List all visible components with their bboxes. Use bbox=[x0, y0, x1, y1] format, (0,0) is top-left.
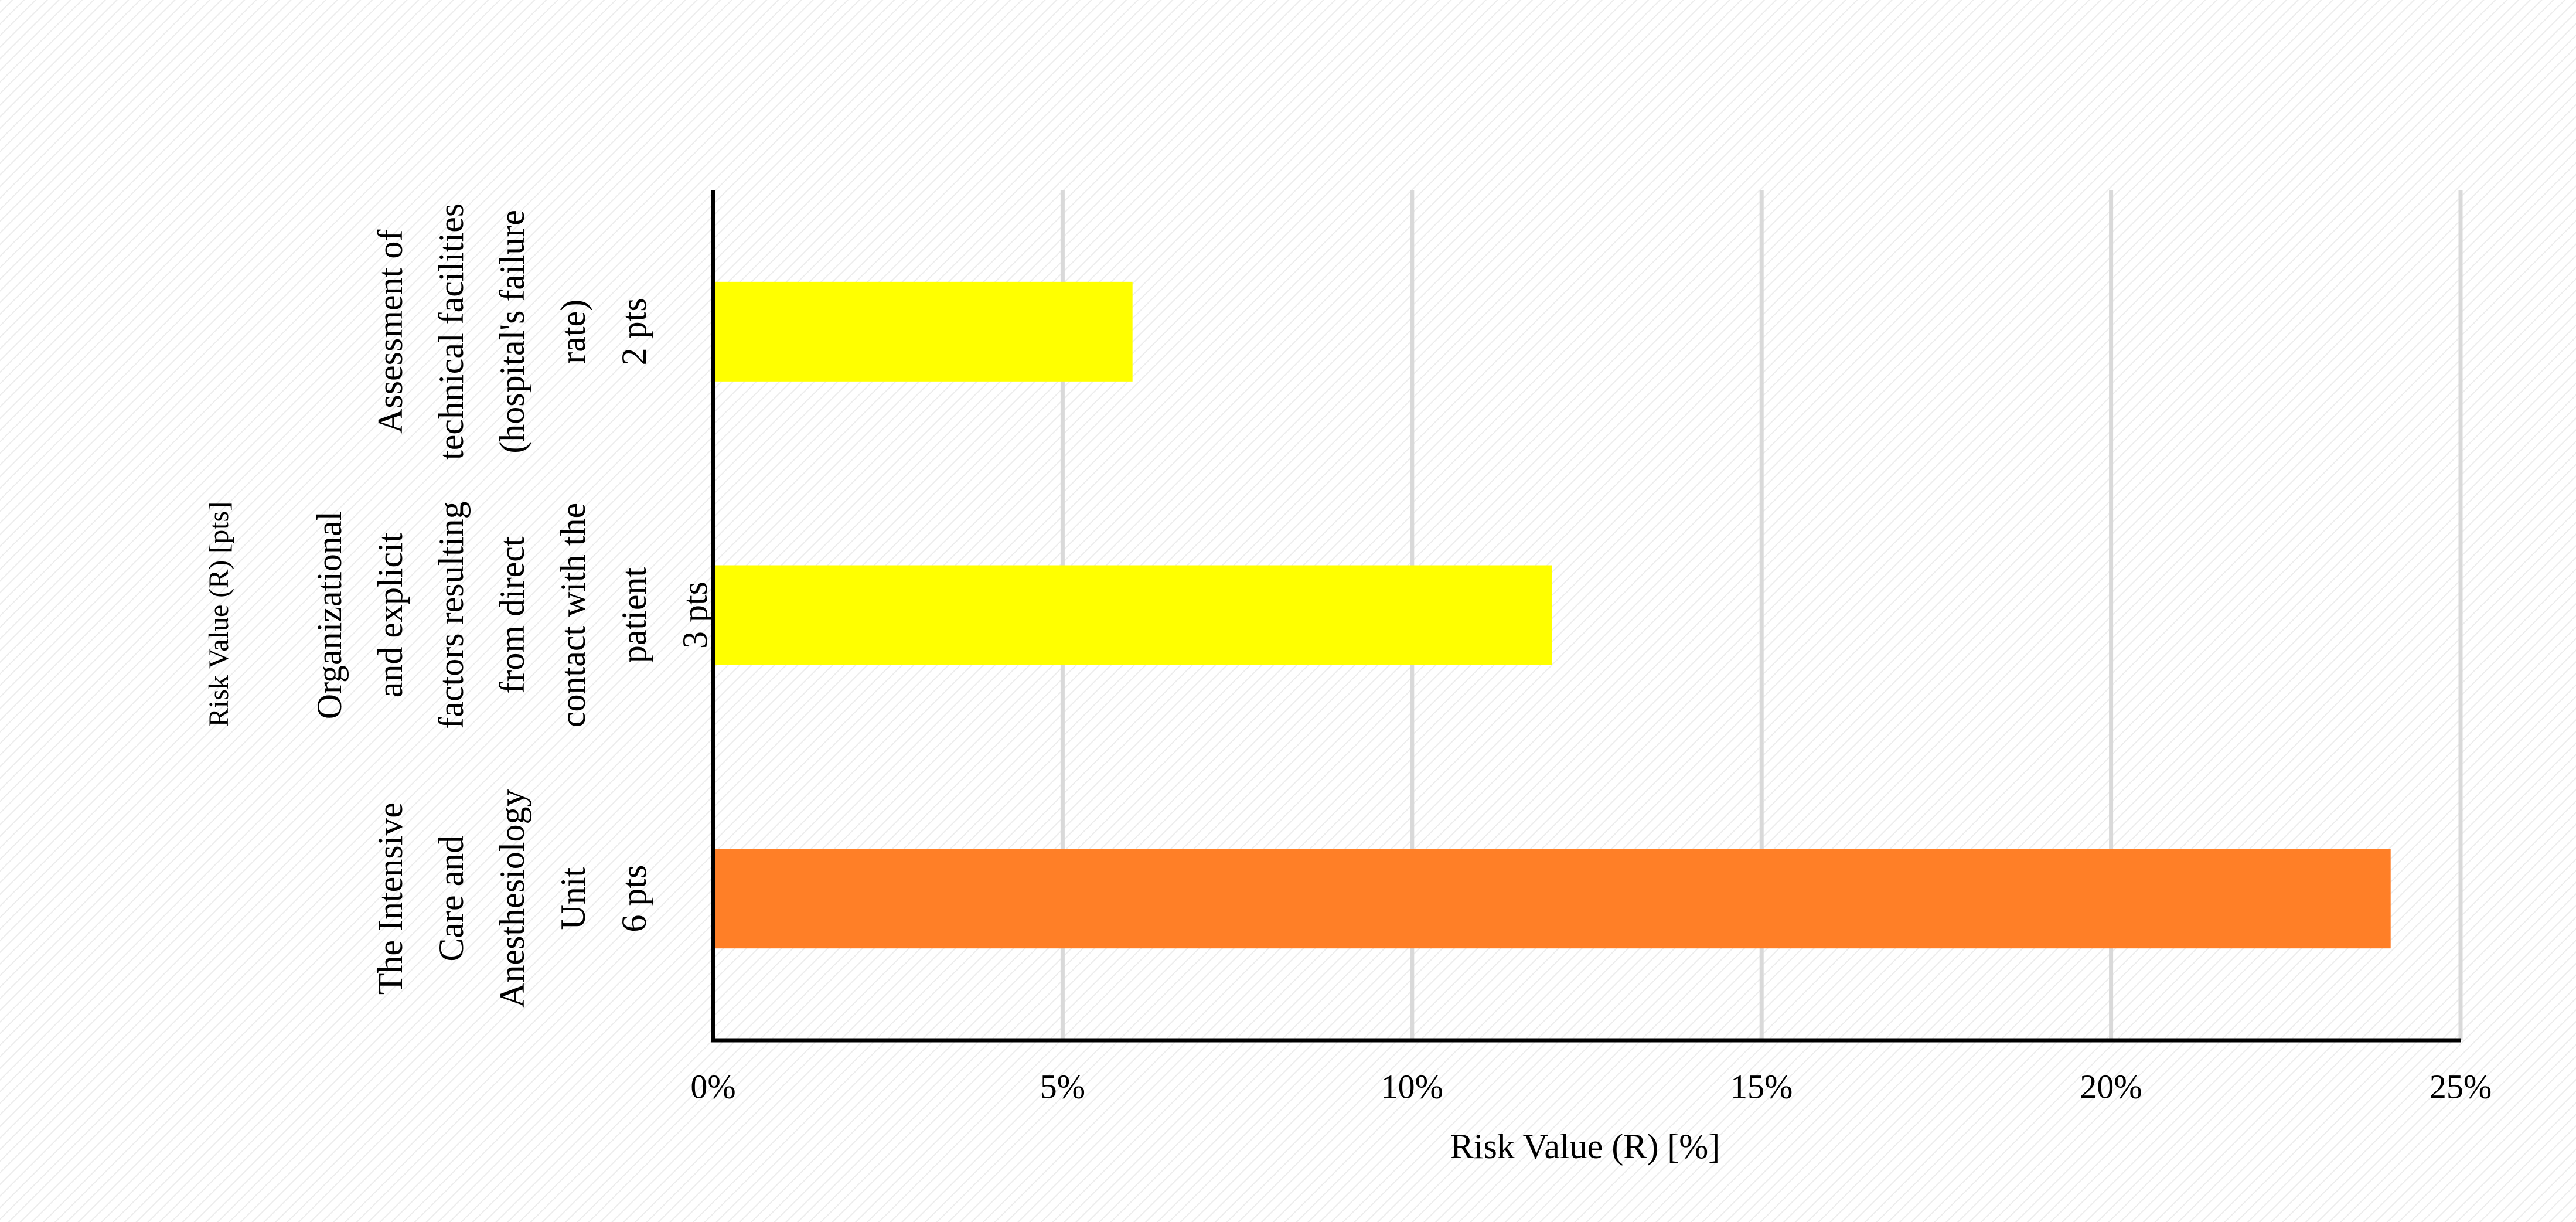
bar bbox=[713, 849, 2391, 949]
x-tick-label: 15% bbox=[1730, 1067, 1793, 1105]
y-tick-label: The Intensive Care and Anesthesiology Unit 6… bbox=[371, 789, 653, 1008]
x-tick-label: 25% bbox=[2430, 1067, 2492, 1105]
x-tick-label: 10% bbox=[1381, 1067, 1443, 1105]
x-tick-label: 5% bbox=[1040, 1067, 1085, 1105]
y-tick-label: Organizational and explicit factors result… bbox=[310, 501, 714, 729]
y-axis-label: Risk Value (R) [pts] bbox=[203, 502, 234, 727]
x-axis-label: Risk Value (R) [%] bbox=[1450, 1127, 1720, 1166]
y-tick-label: Assessment of technical facilities (hospit… bbox=[371, 203, 653, 460]
x-tick-label: 0% bbox=[690, 1067, 735, 1105]
bar bbox=[713, 281, 1133, 382]
x-tick-label: 20% bbox=[2080, 1067, 2142, 1105]
bar bbox=[713, 565, 1552, 665]
